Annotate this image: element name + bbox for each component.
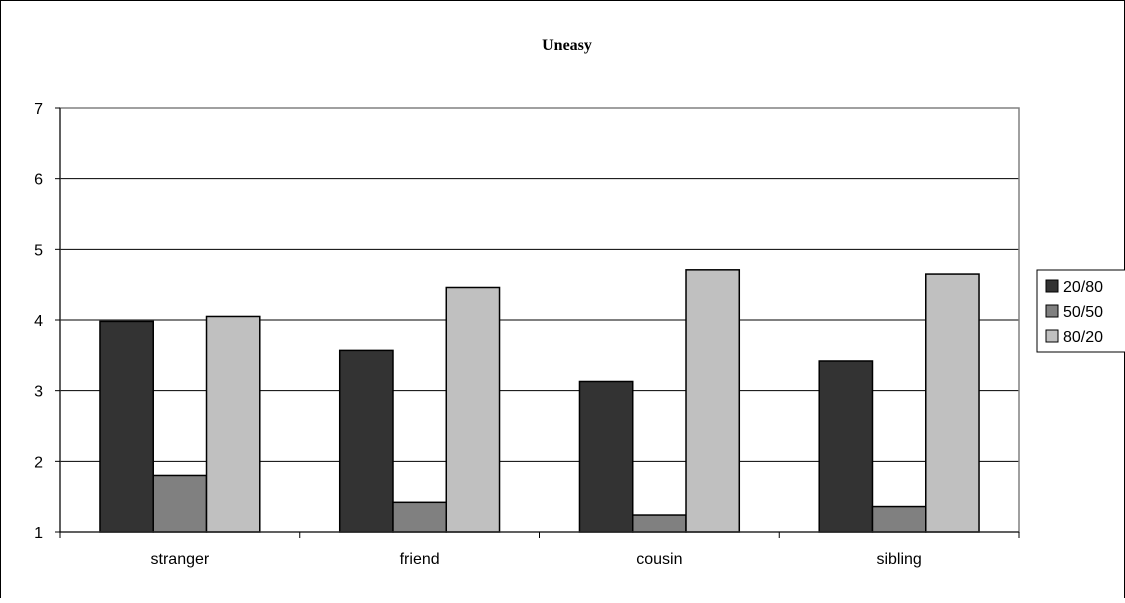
bar-cousin-50-50	[631, 514, 687, 533]
bar-stranger-20-80	[99, 320, 154, 533]
bar-stranger-50-50	[152, 474, 208, 533]
y-tick-label: 1	[34, 525, 43, 542]
bar-sibling-80-20	[925, 273, 980, 533]
x-tick-label: sibling	[876, 551, 921, 568]
legend-items: 20/80 50/50 80/20	[1045, 279, 1103, 346]
bar-friend-80-20	[445, 286, 501, 533]
bar-cousin-80-20	[685, 269, 741, 533]
bar-friend-20-80	[338, 349, 394, 533]
y-tick-label: 2	[34, 454, 43, 471]
x-tick-label: stranger	[151, 551, 210, 568]
bar-sibling-20-80	[818, 360, 874, 533]
y-tick-label: 3	[34, 384, 43, 401]
legend-label: 50/50	[1063, 304, 1103, 321]
x-axis-ticks: stranger friend cousin sibling	[59, 532, 1020, 568]
bars	[99, 269, 980, 533]
bar-cousin-20-80	[578, 380, 634, 533]
bar-stranger-80-20	[205, 315, 261, 533]
x-tick-label: friend	[400, 551, 440, 568]
y-tick-label: 5	[34, 242, 43, 259]
x-tick-label: cousin	[636, 551, 682, 568]
legend-swatch	[1045, 329, 1059, 343]
bar-sibling-50-50	[871, 505, 927, 533]
y-tick-label: 7	[34, 101, 43, 118]
y-axis-ticks: 1 2 3 4 5 6 7	[34, 101, 60, 542]
chart-title: Uneasy	[542, 37, 592, 54]
legend-label: 20/80	[1063, 279, 1103, 296]
y-tick-label: 6	[34, 172, 43, 189]
legend: 20/80 50/50 80/20	[1036, 269, 1125, 353]
legend-swatch	[1045, 279, 1059, 293]
y-tick-label: 4	[34, 313, 43, 330]
legend-label: 80/20	[1063, 329, 1103, 346]
bar-friend-50-50	[392, 501, 448, 533]
legend-swatch	[1045, 304, 1059, 318]
